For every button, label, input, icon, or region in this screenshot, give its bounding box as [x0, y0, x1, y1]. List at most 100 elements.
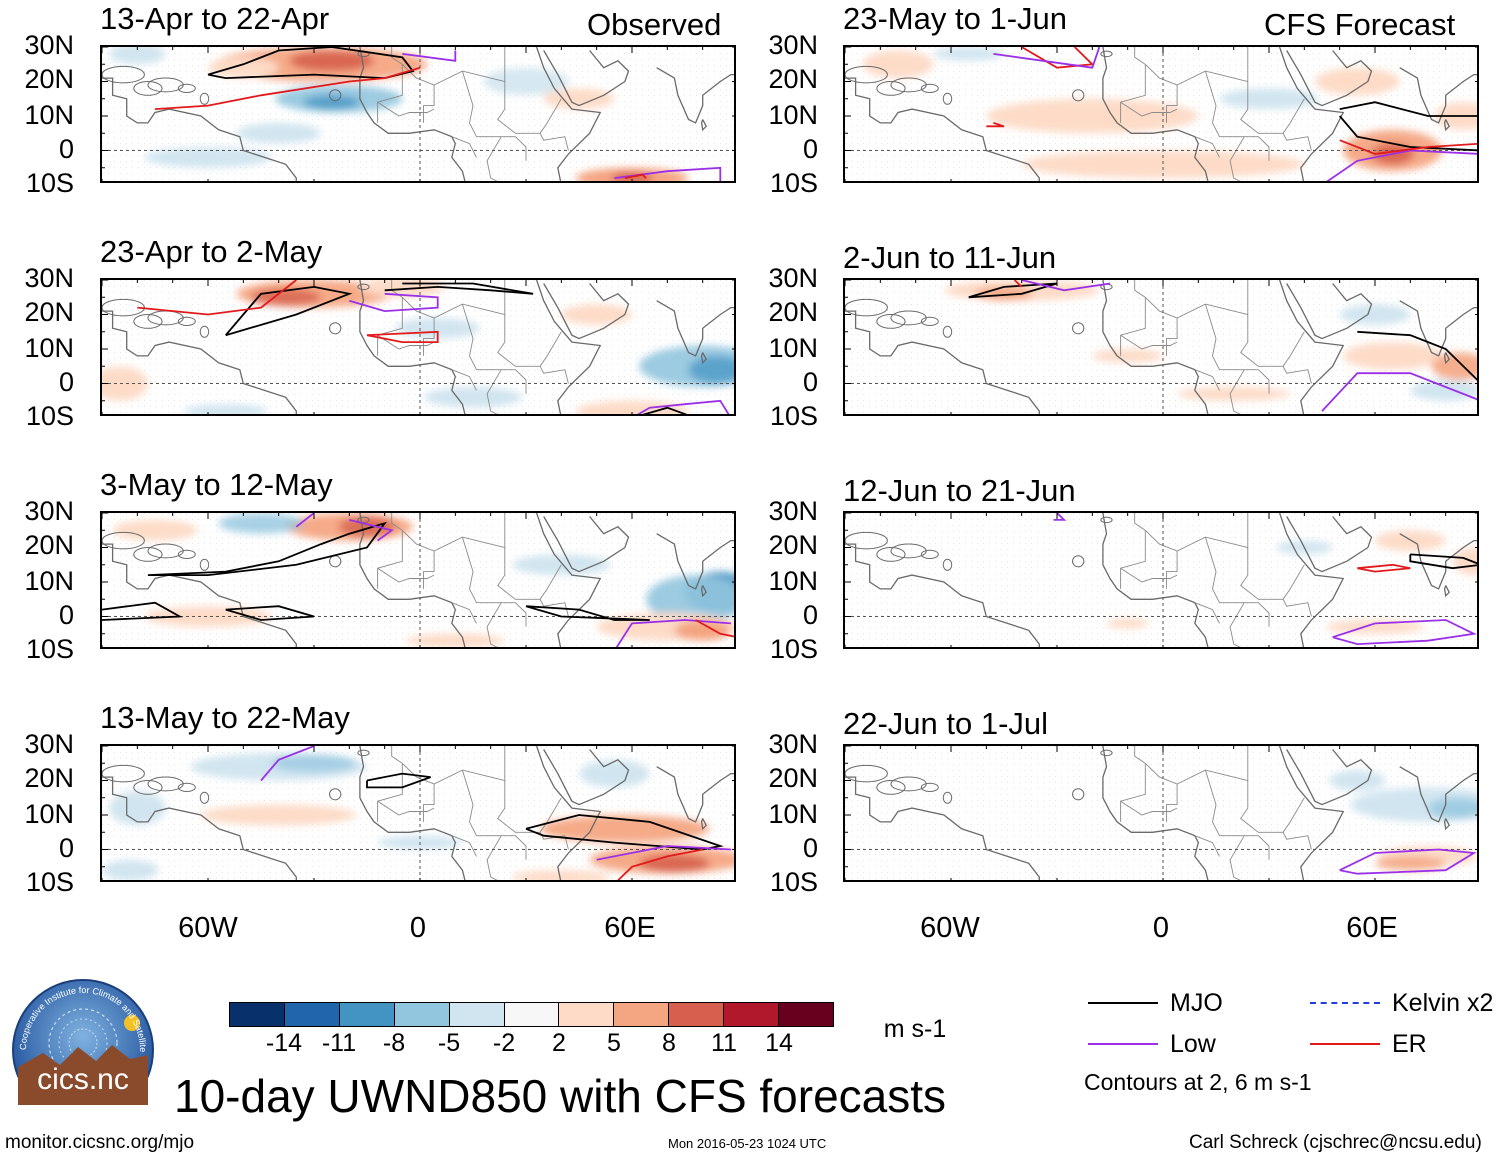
wave-contour [1321, 372, 1477, 412]
country-border [461, 769, 527, 860]
country-border [451, 835, 477, 857]
colorbar-swatch [558, 1003, 614, 1026]
wave-contour [137, 280, 297, 316]
island [199, 92, 210, 105]
wave-contour [695, 619, 734, 638]
anomaly-shading [289, 50, 375, 72]
wave-contour [1013, 280, 1023, 288]
legend-label-mjo: MJO [1170, 989, 1223, 1017]
lat-label-fc-4-0: 30N [768, 729, 818, 759]
island [845, 531, 888, 550]
wave-contour [147, 521, 387, 576]
wave-contour [349, 292, 439, 313]
wave-contour [1326, 149, 1477, 181]
country-border [1240, 81, 1305, 134]
colorbar-swatch [613, 1003, 669, 1026]
coastline [1102, 746, 1209, 880]
wave-contour [402, 50, 457, 62]
anomaly-shading [561, 304, 632, 325]
country-border [486, 136, 502, 181]
coastline [102, 77, 297, 181]
map-panel-obs-1 [100, 45, 736, 183]
lat-label-obs-3-0: 30N [24, 496, 74, 526]
island [920, 549, 939, 560]
island [845, 65, 888, 84]
panel-title-fc-3: 12-Jun to 21-Jun [843, 473, 1076, 508]
lat-label-obs-2-1: 20N [24, 297, 74, 327]
anomaly-shading [579, 759, 650, 788]
island [177, 782, 196, 793]
country-border [1204, 536, 1270, 627]
anomaly-shading [1329, 770, 1386, 791]
wave-contour [1409, 553, 1477, 570]
coastline [845, 310, 1040, 414]
footer-url: monitor.cicsnc.org/mjo [5, 1132, 195, 1153]
lat-label-obs-3-3: 0 [58, 600, 74, 630]
wave-contour [225, 605, 315, 621]
lat-label-obs-2-0: 30N [24, 263, 74, 293]
coastline [543, 749, 630, 806]
country-border [1120, 763, 1146, 822]
anomaly-shading [303, 95, 360, 110]
lat-label-fc-3-3: 0 [802, 600, 818, 630]
lat-label-fc-3-0: 30N [768, 496, 818, 526]
coastline [359, 746, 466, 880]
coastline [1278, 746, 1345, 880]
lat-label-obs-2-4: 10S [25, 401, 74, 431]
coastline [1399, 533, 1477, 590]
country-border [1282, 133, 1312, 151]
lat-label-fc-4-1: 20N [768, 763, 818, 793]
colorbar-tick-label: 5 [607, 1029, 621, 1057]
lat-label-fc-4-2: 10N [768, 799, 818, 829]
anomaly-shading [1428, 797, 1477, 819]
map-panel-fc-2 [843, 278, 1479, 416]
wave-contour [993, 47, 1101, 69]
coastline [700, 119, 707, 132]
country-border [1166, 551, 1178, 589]
coastline [1443, 585, 1450, 598]
country-border [1282, 832, 1312, 850]
island [920, 316, 939, 327]
country-border [1120, 530, 1146, 589]
lat-label-fc-4-3: 0 [802, 833, 818, 863]
wave-contour [1053, 513, 1067, 521]
country-border [1194, 835, 1220, 857]
country-border [1282, 366, 1312, 384]
country-border [423, 551, 435, 589]
anomaly-shading [1410, 380, 1477, 401]
anomaly-shading [543, 88, 615, 110]
country-border [451, 369, 477, 391]
map-svg [102, 280, 734, 414]
coastline [656, 766, 734, 823]
coastline [543, 283, 630, 340]
wave-contour [624, 173, 647, 179]
lon-label-0-fc: 0 [1152, 912, 1170, 944]
lon-label-60e-fc: 60E [1346, 912, 1398, 944]
island [177, 83, 196, 94]
coastline [845, 543, 1040, 647]
legend-line-er [1310, 1043, 1380, 1045]
wave-contour [642, 406, 688, 414]
anomaly-shading [1375, 856, 1446, 871]
country-border [451, 602, 477, 624]
island [133, 314, 163, 329]
lat-label-fc-3-2: 10N [768, 566, 818, 596]
colorbar-units: m s-1 [883, 1015, 947, 1043]
island [942, 92, 953, 105]
lat-label-fc-1-1: 20N [768, 64, 818, 94]
wave-contour [295, 513, 315, 528]
anomaly-shading [183, 404, 269, 414]
anomaly-shading [102, 366, 148, 401]
colorbar-tick-label: -5 [437, 1029, 461, 1057]
island [133, 547, 163, 562]
legend-label-low: Low [1170, 1030, 1216, 1058]
anomaly-shading [144, 606, 272, 627]
country-border [1240, 780, 1305, 833]
coastline [845, 77, 1040, 181]
coastline [1278, 280, 1345, 414]
country-border [1194, 136, 1220, 158]
coastline [1102, 513, 1209, 647]
country-border [451, 136, 477, 158]
legend-label-er: ER [1392, 1030, 1427, 1058]
colorbar [229, 1002, 834, 1027]
